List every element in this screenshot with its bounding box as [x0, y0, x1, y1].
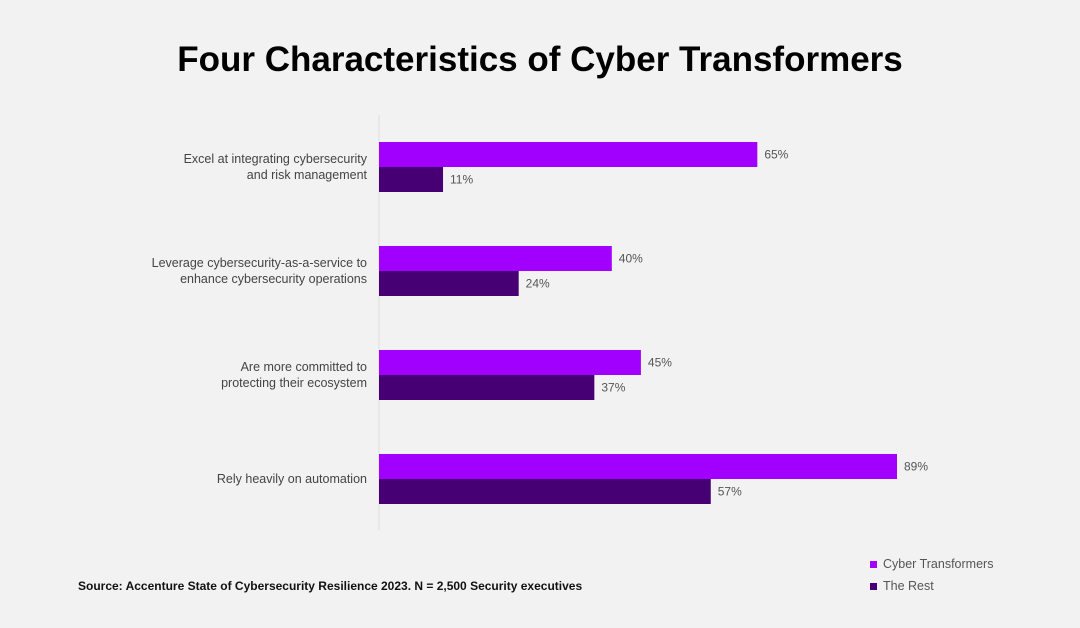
category-label: Rely heavily on automation [217, 472, 367, 486]
legend-item-the-rest: The Rest [870, 579, 934, 593]
bar-cyber-transformers [379, 350, 641, 375]
data-label: 40% [619, 252, 643, 266]
bar-cyber-transformers [379, 454, 897, 479]
category-label: Leverage cybersecurity-as-a-service to [152, 256, 367, 270]
bar-the-rest [379, 479, 711, 504]
legend-swatch [870, 560, 877, 568]
data-label: 65% [764, 148, 788, 162]
source-note: Source: Accenture State of Cybersecurity… [78, 579, 583, 593]
data-label: 37% [601, 381, 625, 395]
bar-the-rest [379, 271, 519, 296]
bar-cyber-transformers [379, 142, 758, 167]
legend-label: The Rest [883, 579, 934, 593]
bar-cyber-transformers [379, 246, 612, 271]
bar-the-rest [379, 167, 444, 192]
category-label: Excel at integrating cybersecurity [184, 152, 368, 166]
category-label: and risk management [247, 168, 368, 182]
legend-item-cyber-transformers: Cyber Transformers [870, 557, 993, 571]
legend-swatch [870, 582, 877, 590]
data-label: 11% [450, 173, 473, 187]
data-label: 45% [648, 356, 672, 370]
bar-the-rest [379, 375, 595, 400]
category-label: Are more committed to [241, 360, 367, 374]
chart-title: Four Characteristics of Cyber Transforme… [177, 40, 903, 79]
data-label: 24% [526, 277, 550, 291]
category-label: enhance cybersecurity operations [180, 272, 367, 286]
legend-label: Cyber Transformers [883, 557, 994, 571]
data-label: 89% [904, 460, 928, 474]
category-label: protecting their ecosystem [221, 376, 367, 390]
data-label: 57% [718, 485, 742, 499]
